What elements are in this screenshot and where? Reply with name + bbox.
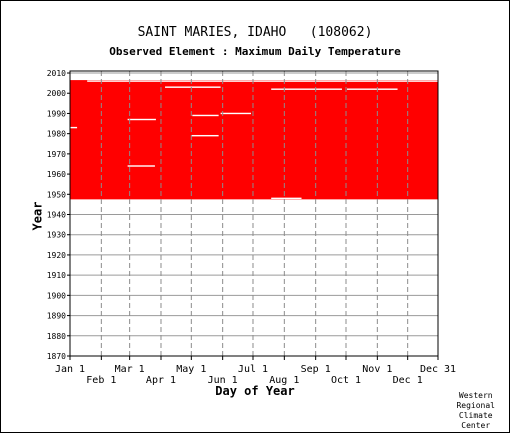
y-tick-label: 1990	[47, 109, 66, 118]
missing-data-gap	[165, 86, 221, 88]
y-tick-label: 1930	[47, 231, 66, 240]
y-tick-label: 1960	[47, 170, 66, 179]
x-axis-label: Day of Year	[215, 384, 295, 398]
missing-data-gap	[70, 126, 78, 129]
missing-data-gap	[127, 118, 156, 121]
missing-data-gap	[191, 134, 219, 137]
y-tick-label: 1890	[47, 312, 66, 321]
y-tick-label: 1900	[47, 291, 66, 300]
chart-title: SAINT MARIES, IDAHO (108062)	[137, 25, 373, 40]
y-tick-label: 1920	[47, 251, 66, 260]
credit-line: Climate	[458, 411, 493, 420]
y-tick-label: 1980	[47, 130, 66, 139]
x-tick-label: Apr 1	[146, 375, 176, 386]
y-tick-label: 1870	[47, 352, 66, 361]
credit-line: Western	[458, 391, 493, 400]
x-tick-label: Jan 1	[55, 364, 85, 375]
chart-subtitle: Observed Element : Maximum Daily Tempera…	[109, 45, 401, 58]
missing-data-gap	[192, 114, 219, 117]
y-tick-label: 2010	[47, 69, 66, 78]
x-tick-label: Aug 1	[269, 375, 299, 386]
x-tick-label: Dec 31	[420, 364, 456, 375]
data-coverage-area	[70, 80, 438, 200]
missing-data-gap	[347, 88, 398, 90]
x-tick-label: Mar 1	[115, 364, 145, 375]
x-tick-label: May 1	[176, 364, 206, 375]
y-tick-label: 1910	[47, 271, 66, 280]
x-tick-label: Dec 1	[393, 375, 423, 386]
x-tick-label: Sep 1	[301, 364, 331, 375]
x-tick-label: Jul 1	[238, 364, 268, 375]
x-tick-label: Jun 1	[208, 375, 238, 386]
y-tick-label: 1940	[47, 211, 66, 220]
y-tick-label: 2000	[47, 89, 66, 98]
x-tick-label: Nov 1	[362, 364, 392, 375]
missing-data-gap	[271, 88, 342, 90]
missing-data-gap	[271, 197, 302, 200]
plot-border	[69, 70, 439, 357]
missing-data-gap	[127, 165, 155, 167]
x-tick-label: Oct 1	[331, 375, 361, 386]
y-tick-label: 1950	[47, 190, 66, 199]
x-tick-label: Feb 1	[86, 375, 116, 386]
credit-line: Center	[461, 421, 491, 430]
y-tick-label: 1970	[47, 150, 66, 159]
credit-text: Western Regional Climate Center	[456, 391, 495, 431]
y-tick-label: 1880	[47, 332, 66, 341]
missing-data-gap	[220, 112, 251, 115]
missing-data-gap	[87, 80, 438, 82]
credit-line: Regional	[456, 401, 495, 410]
